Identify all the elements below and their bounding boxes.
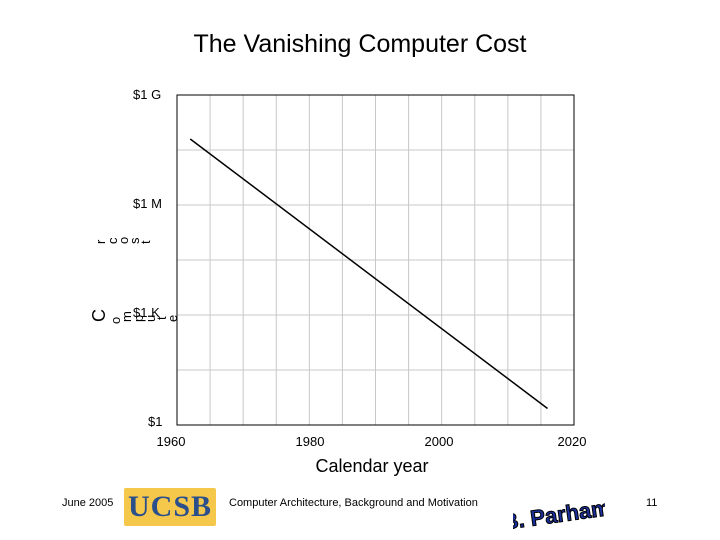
slide-title: The Vanishing Computer Cost [193, 30, 527, 58]
x-tick-label-1980: 1980 [296, 434, 325, 449]
y-tick-label-1g: $1 G [133, 87, 161, 102]
y-tick-label-1k: $1 K [133, 305, 160, 320]
y-label-char-o2: o [116, 237, 131, 244]
signature-logo: B. Parhami [513, 494, 605, 534]
y-label-char-m: m [119, 311, 134, 322]
y-label-char-o: o [108, 317, 123, 324]
cost-trend-line [189, 138, 548, 410]
y-label-char-t1: t [154, 316, 169, 320]
y-label-char-t2: t [138, 240, 153, 244]
x-tick-label-2020: 2020 [558, 434, 587, 449]
page-number: 11 [646, 497, 658, 509]
series [189, 138, 548, 410]
y-label-char-r: r [93, 239, 108, 244]
y-tick-label-1m: $1 M [133, 196, 162, 211]
y-label-char-s: s [127, 237, 142, 244]
ucsb-logo: UCSB [124, 488, 216, 526]
x-tick-label-2000: 2000 [425, 434, 454, 449]
y-label-char-p: p [131, 315, 146, 322]
y-tick-label-1: $1 [148, 414, 162, 429]
x-axis-title: Calendar year [315, 456, 428, 476]
y-label-char-c2: c [105, 237, 120, 244]
plot-frame [176, 94, 575, 426]
footer-date: June 2005 [62, 497, 114, 509]
grid [176, 94, 575, 426]
signature-logo-text: B. Parhami [513, 494, 605, 534]
ucsb-logo-text: UCSB [127, 490, 213, 523]
y-label-char-c: C [89, 309, 109, 322]
y-axis-title-garbled: C o m p u t e r c o s t [89, 237, 180, 324]
x-tick-label-1960: 1960 [157, 434, 186, 449]
y-label-char-e: e [165, 315, 180, 322]
footer-course-title: Computer Architecture, Background and Mo… [229, 497, 478, 509]
y-label-char-u: u [143, 315, 158, 322]
